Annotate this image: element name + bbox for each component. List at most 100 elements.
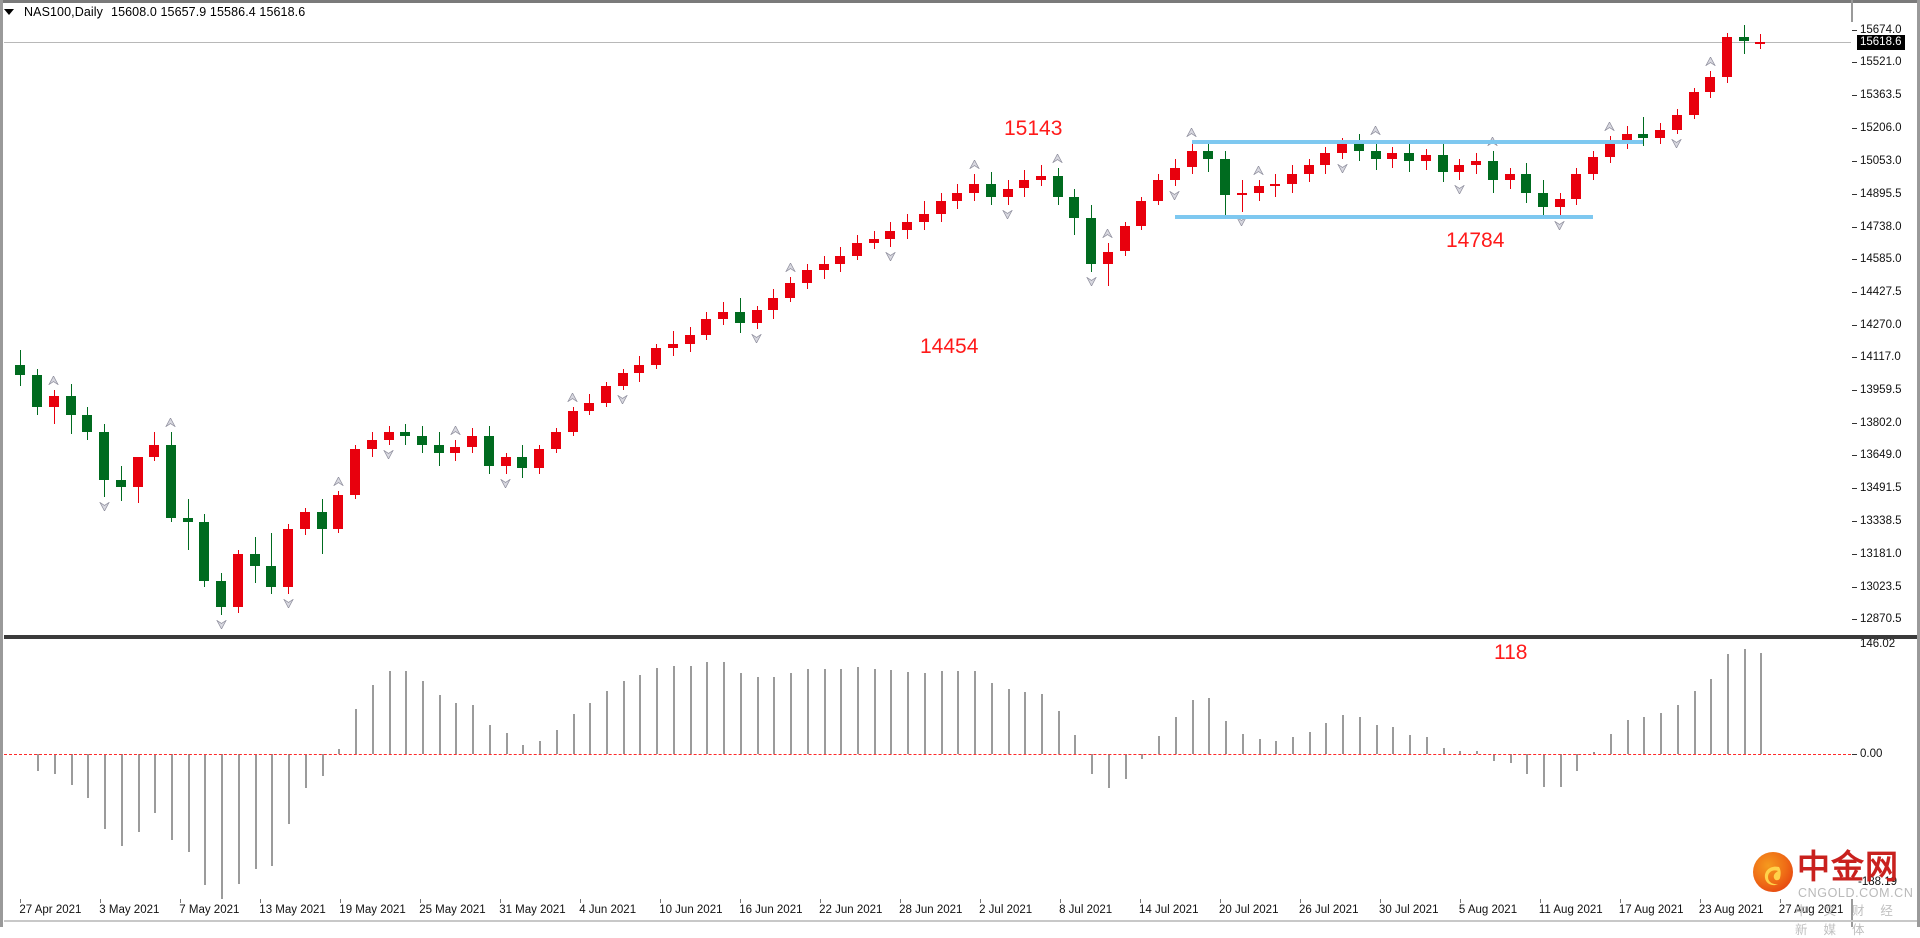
price-tick-label: 13338.5 — [1860, 514, 1902, 527]
macd-bar — [421, 681, 424, 754]
tick-dash — [1852, 357, 1857, 359]
date-tick-mark — [100, 899, 102, 903]
resistance-line[interactable] — [1191, 139, 1644, 144]
macd-bar — [1409, 734, 1412, 754]
macd-bar — [1442, 748, 1445, 754]
tick-dash — [1852, 258, 1857, 260]
date-tick-mark — [420, 899, 422, 903]
macd-bar — [1308, 731, 1311, 754]
date-tick-mark — [1060, 899, 1062, 903]
date-tick-label: 11 Aug 2021 — [1538, 904, 1603, 916]
date-tick-label: 17 Aug 2021 — [1618, 904, 1684, 916]
macd-bar — [371, 684, 374, 754]
macd-bar — [1342, 715, 1345, 754]
brand-tagline: 中 文 财 经 新 媒 体 — [1795, 903, 1899, 937]
macd-bar — [1626, 720, 1629, 754]
macd-bar — [1325, 722, 1328, 754]
macd-bar — [53, 753, 56, 774]
macd-bar — [756, 677, 759, 754]
macd-bar — [37, 753, 40, 772]
price-tick-label: 13802.0 — [1860, 417, 1902, 430]
macd-bar — [271, 753, 274, 866]
date-tick-mark — [180, 899, 182, 903]
fractal-down-icon — [500, 479, 511, 488]
price-pane[interactable]: 15143 14784 14454 12926 — [4, 22, 1851, 635]
fractal-up-icon — [333, 476, 344, 486]
macd-pane[interactable]: 118 — [4, 641, 1851, 899]
date-tick-label: 31 May 2021 — [499, 904, 566, 916]
macd-bar — [1007, 688, 1010, 754]
price-tick-label: 13181.0 — [1860, 547, 1902, 560]
date-tick-mark — [1539, 899, 1541, 903]
macd-bar — [1760, 653, 1763, 754]
fractal-down-icon — [1086, 277, 1097, 287]
macd-bar — [70, 753, 73, 785]
axis-pane-divider — [1851, 635, 1917, 639]
macd-bar — [254, 753, 257, 870]
tick-dash — [1852, 160, 1857, 162]
macd-bar — [1643, 717, 1646, 754]
date-tick-mark — [20, 899, 22, 903]
current-price-label: 15618.6 — [1857, 34, 1905, 50]
brand-url: CNGOLD.COM.CN — [1798, 886, 1914, 900]
macd-bar — [187, 753, 190, 853]
macd-bar — [522, 744, 525, 754]
date-tick-label: 23 Aug 2021 — [1698, 904, 1764, 916]
date-tick-label: 26 Jul 2021 — [1299, 904, 1359, 916]
date-tick-label: 16 Jun 2021 — [739, 904, 803, 916]
macd-bar — [890, 670, 893, 754]
date-axis-baseline — [4, 920, 1917, 922]
macd-bar — [940, 671, 943, 754]
fractal-up-icon — [1705, 56, 1716, 66]
price-axis[interactable]: 15674.0 15521.0 15363.5 15206.0 15053.0 14895… — [1851, 22, 1917, 899]
date-tick-mark — [1699, 899, 1701, 903]
fractal-up-icon — [1052, 153, 1063, 163]
macd-bar — [923, 672, 926, 754]
macd-bar — [1124, 753, 1127, 779]
price-tick-label: 15053.0 — [1860, 154, 1902, 167]
date-axis[interactable]: 27 Apr 2021 3 May 2021 7 May 2021 13 May 20… — [4, 899, 1851, 927]
date-tick-label: 2 Jul 2021 — [979, 904, 1033, 916]
brand-name: 中金网 — [1797, 847, 1899, 886]
macd-bar — [1559, 753, 1562, 787]
macd-bar — [170, 753, 173, 841]
price-tick-label: 14585.0 — [1860, 252, 1902, 265]
macd-bar — [1141, 753, 1144, 759]
fractal-down-icon — [1554, 220, 1565, 230]
macd-bar — [957, 670, 960, 754]
price-tick-label: 14427.5 — [1860, 285, 1902, 298]
fractal-down-icon — [282, 598, 294, 608]
price-tick-label: 14270.0 — [1860, 318, 1902, 331]
fractal-down-icon — [1454, 185, 1465, 195]
macd-bar — [1476, 750, 1478, 754]
macd-bar — [656, 667, 659, 754]
macd-bar — [321, 753, 324, 776]
fractal-down-icon — [1002, 210, 1013, 220]
macd-bar — [572, 714, 575, 754]
macd-bar — [1358, 716, 1361, 754]
window-frame-right — [1917, 0, 1920, 927]
macd-bar — [689, 666, 692, 754]
caret-down-icon[interactable] — [4, 9, 14, 15]
macd-bar — [488, 724, 491, 754]
macd-bar — [1208, 698, 1211, 754]
price-tick-label: 13023.5 — [1860, 580, 1902, 593]
date-tick-label: 28 Jun 2021 — [899, 904, 963, 916]
macd-axis-min-label: -188.19 — [1858, 876, 1898, 888]
macd-bar — [1693, 690, 1696, 754]
macd-bar — [856, 666, 859, 754]
tick-dash — [1852, 520, 1857, 522]
macd-bar — [1091, 753, 1094, 775]
macd-bar — [405, 671, 408, 754]
tick-dash — [1852, 488, 1857, 490]
fractal-down-icon — [1169, 191, 1180, 201]
date-tick-mark — [740, 899, 742, 903]
tick-dash — [1852, 553, 1857, 555]
fractal-up-icon — [450, 426, 461, 436]
support-line[interactable] — [1174, 215, 1594, 219]
macd-bar — [806, 669, 809, 754]
date-tick-label: 30 Jul 2021 — [1379, 904, 1439, 916]
macd-zero-line — [4, 753, 1851, 755]
macd-bar — [1609, 733, 1612, 754]
macd-bar — [1727, 654, 1729, 754]
